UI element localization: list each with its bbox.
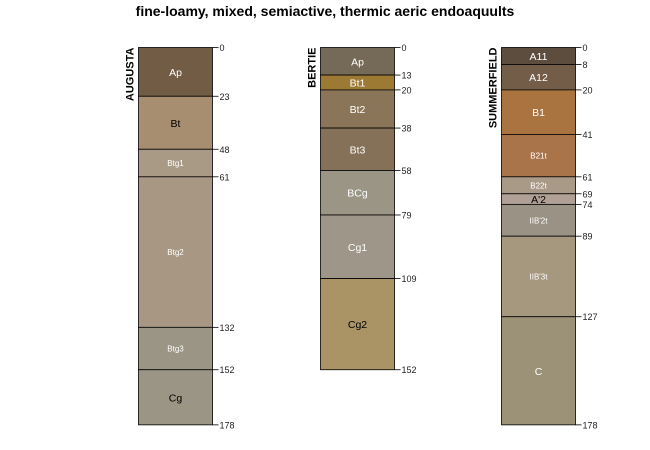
depth-label: 178 (583, 420, 598, 430)
horizon-label: IIB'2t (530, 216, 549, 225)
depth-label: 13 (402, 71, 412, 81)
horizon-label: Bt2 (350, 104, 366, 116)
horizon-summerfield-6 (501, 203, 576, 237)
horizon-label: Cg1 (348, 242, 367, 254)
depth-label: 0 (583, 43, 588, 53)
horizon-label: IIB'3t (530, 272, 549, 281)
depth-label: 178 (220, 420, 235, 430)
horizon-label: Btg2 (167, 248, 184, 257)
horizon-label: B21t (530, 152, 547, 161)
horizon-summerfield-3 (501, 134, 576, 178)
profile-name: AUGUSTA (125, 47, 137, 101)
horizon-label: B22t (530, 181, 547, 190)
horizon-label: Bt (171, 118, 181, 130)
profile-augusta: Ap Bt Btg1 Btg2 Btg3 Cg 0 23 48 61 132 152 178 AUGUST… (125, 43, 235, 430)
horizon-label: B1 (532, 107, 545, 119)
horizon-augusta-0 (138, 47, 213, 97)
horizon-augusta-5 (138, 369, 213, 426)
profiles-group: Ap Bt Btg1 Btg2 Btg3 Cg 0 23 48 61 132 152 178 AUGUST… (125, 43, 598, 430)
horizon-summerfield-2 (501, 89, 576, 135)
depth-label: 127 (583, 312, 598, 322)
horizon-bertie-3 (320, 127, 395, 171)
horizon-label: A12 (529, 72, 548, 84)
horizon-label: Ap (169, 67, 182, 79)
horizon-label: Cg (169, 392, 183, 404)
horizon-label: Ap (351, 56, 364, 68)
depth-label: 48 (220, 145, 230, 155)
depth-label: 132 (220, 323, 235, 333)
depth-label: 69 (583, 189, 593, 199)
horizon-label: Bt3 (350, 144, 366, 156)
depth-label: 58 (402, 166, 412, 176)
horizon-summerfield-7 (501, 235, 576, 318)
horizon-augusta-1 (138, 95, 213, 150)
profile-name: SUMMERFIELD (488, 47, 500, 128)
profile-summerfield: A11 A12 B1 B21t B22t A'2 IIB'2t IIB'3t C 0 8 20 41 61… (488, 43, 598, 430)
horizon-bertie-4 (320, 170, 395, 216)
depth-label: 20 (402, 85, 412, 95)
horizon-label: C (535, 366, 543, 378)
horizon-label: Cg2 (348, 319, 367, 331)
depth-label: 20 (583, 85, 593, 95)
horizon-summerfield-1 (501, 64, 576, 91)
profile-name: BERTIE (307, 48, 319, 88)
horizon-label: A11 (530, 51, 548, 63)
depth-label: 74 (583, 200, 593, 210)
horizon-augusta-2 (138, 148, 213, 178)
profile-bertie: Ap Bt1 Bt2 Bt3 BCg Cg1 Cg2 0 13 20 38 58 79 109 152 BER… (307, 43, 417, 375)
depth-label: 79 (402, 210, 412, 220)
horizon-label: A'2 (531, 194, 546, 206)
horizon-label: BCg (347, 188, 368, 200)
depth-label: 0 (402, 43, 407, 53)
depth-label: 109 (402, 274, 417, 284)
depth-label: 61 (220, 172, 230, 182)
horizon-bertie-2 (320, 89, 395, 129)
horizon-label: Btg1 (167, 159, 184, 168)
depth-label: 152 (220, 365, 235, 375)
horizon-label: Bt1 (350, 77, 366, 89)
horizon-bertie-0 (320, 47, 395, 76)
depth-label: 89 (583, 232, 593, 242)
chart-title: fine-loamy, mixed, semiactive, thermic a… (136, 3, 515, 19)
depth-label: 41 (583, 130, 593, 140)
horizon-augusta-3 (138, 176, 213, 328)
horizon-bertie-6 (320, 278, 395, 371)
depth-label: 23 (220, 92, 230, 102)
depth-label: 152 (402, 365, 417, 375)
depth-label: 38 (402, 124, 412, 134)
depth-label: 61 (583, 172, 593, 182)
horizon-bertie-5 (320, 214, 395, 279)
depth-label: 0 (220, 43, 225, 53)
horizon-label: Btg3 (167, 345, 184, 354)
depth-label: 8 (583, 60, 588, 70)
horizon-summerfield-8 (501, 316, 576, 426)
